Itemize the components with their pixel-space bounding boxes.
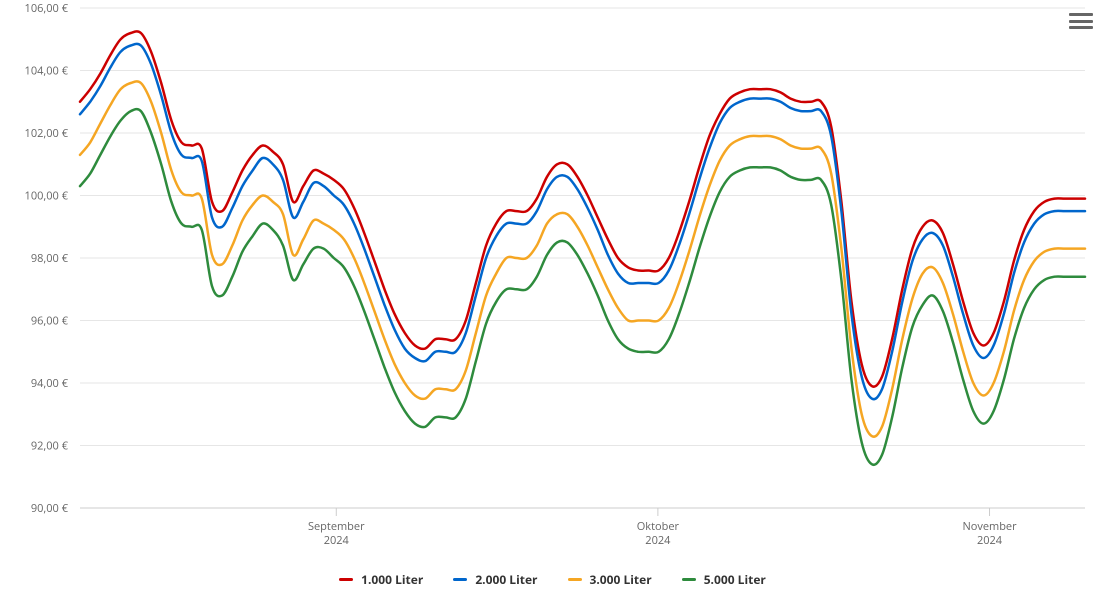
y-axis-label: 106,00 €: [25, 1, 69, 16]
x-axis-label-month: November: [962, 519, 1017, 534]
chart-menu-button[interactable]: [1069, 10, 1093, 32]
y-axis-label: 90,00 €: [31, 501, 69, 516]
x-axis-label-year: 2024: [977, 533, 1003, 548]
legend-label: 1.000 Liter: [361, 571, 423, 588]
y-axis-label: 96,00 €: [31, 314, 69, 329]
y-axis-label: 100,00 €: [25, 189, 69, 204]
legend-label: 2.000 Liter: [475, 571, 537, 588]
y-axis-label: 92,00 €: [31, 439, 69, 454]
x-axis-label-year: 2024: [645, 533, 671, 548]
legend-swatch: [568, 578, 582, 581]
x-axis-label-year: 2024: [324, 533, 350, 548]
x-axis-label-month: September: [308, 519, 365, 534]
legend-item[interactable]: 5.000 Liter: [682, 571, 766, 588]
chart-legend: 1.000 Liter 2.000 Liter 3.000 Liter 5.000 L…: [0, 571, 1105, 588]
legend-label: 3.000 Liter: [590, 571, 652, 588]
y-axis-label: 102,00 €: [25, 126, 69, 141]
y-axis-label: 94,00 €: [31, 376, 69, 391]
chart-canvas: 90,00 € 92,00 € 94,00 € 96,00 € 98,00 € 100,0…: [0, 0, 1105, 560]
legend-swatch: [339, 578, 353, 581]
hamburger-icon: [1069, 13, 1093, 16]
y-axis-label: 104,00 €: [25, 64, 69, 79]
legend-swatch: [682, 578, 696, 581]
price-line-chart: 90,00 € 92,00 € 94,00 € 96,00 € 98,00 € 100,0…: [0, 0, 1105, 602]
legend-item[interactable]: 3.000 Liter: [568, 571, 652, 588]
legend-swatch: [453, 578, 467, 581]
legend-item[interactable]: 1.000 Liter: [339, 571, 423, 588]
legend-item[interactable]: 2.000 Liter: [453, 571, 537, 588]
series-line: [80, 109, 1085, 465]
x-axis-label-month: Oktober: [637, 519, 680, 534]
legend-label: 5.000 Liter: [704, 571, 766, 588]
y-axis-label: 98,00 €: [31, 251, 69, 266]
